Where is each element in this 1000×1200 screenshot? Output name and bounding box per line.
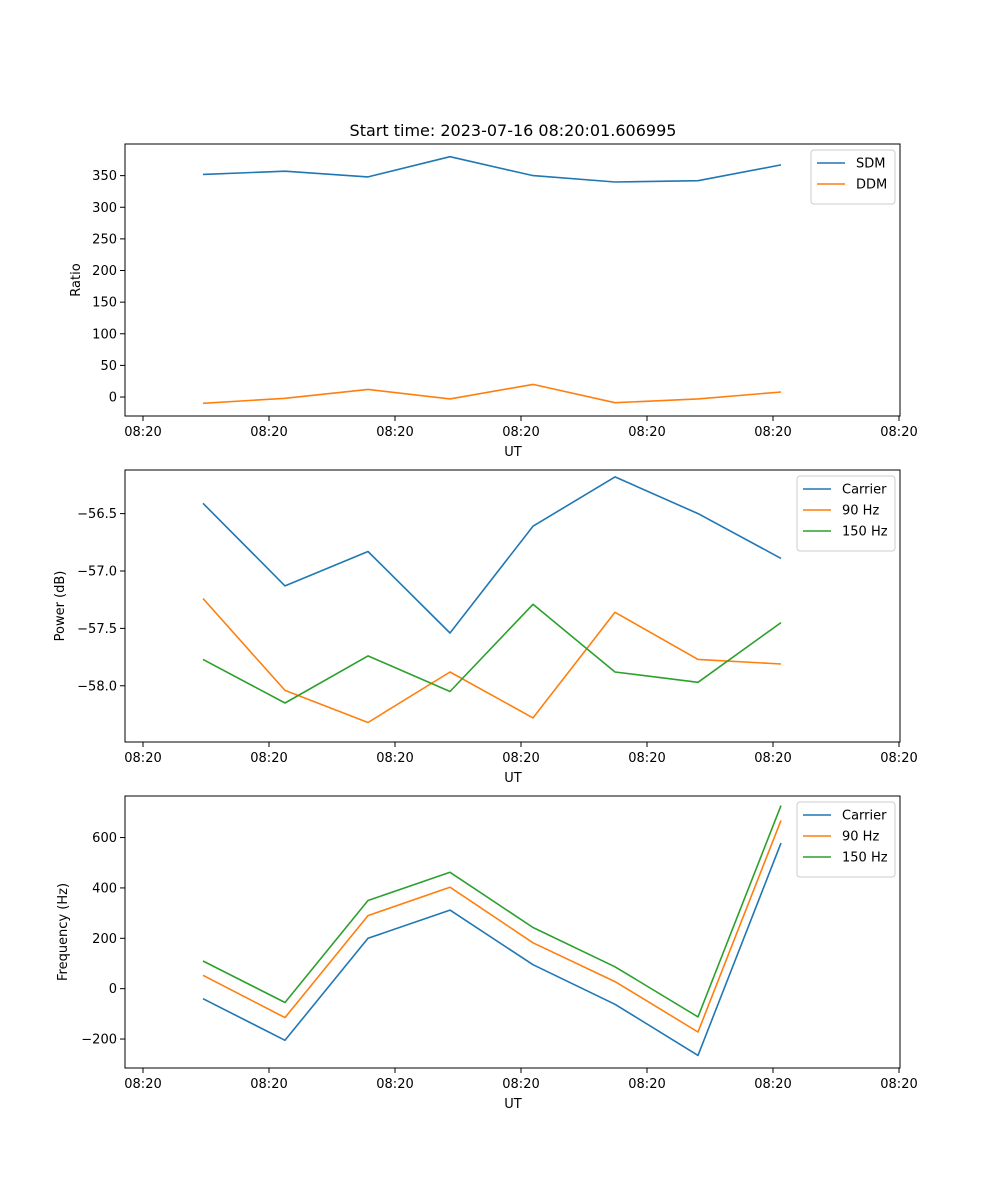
plot-frame: [124, 469, 901, 743]
x-tick-label: 08:20: [124, 1077, 161, 1092]
series-line-sdm: [202, 155, 782, 183]
x-tick-label: 08:20: [250, 425, 287, 440]
y-tick-label: 300: [92, 201, 117, 216]
x-tick-label: 08:20: [628, 425, 665, 440]
legend-label: Carrier: [842, 483, 887, 498]
frequency-plot-area: −200 0 200 400 600 08:20 08:20 08:20 08:20 08:20 0…: [81, 795, 918, 1092]
frequency-panel: UT Frequency (Hz) −200 0 200 400 600 08:20 08:…: [56, 795, 918, 1112]
y-tick-label: 0: [109, 982, 117, 997]
series-line-150-hz: [202, 805, 782, 1018]
x-tick-label: 08:20: [880, 1077, 917, 1092]
x-axis-label: UT: [504, 445, 522, 460]
x-tick-label: 08:20: [502, 425, 539, 440]
series-line-carrier: [202, 842, 782, 1057]
plot-frame: [124, 795, 901, 1069]
y-tick-label: 350: [92, 169, 117, 184]
x-tick-label: 08:20: [502, 1077, 539, 1092]
legend: Carrier 90 Hz 150 Hz: [796, 475, 896, 552]
x-tick-label: 08:20: [628, 751, 665, 766]
legend-label: 150 Hz: [842, 525, 888, 540]
y-tick-label: 50: [100, 359, 117, 374]
x-tick-label: 08:20: [376, 1077, 413, 1092]
chart-title: Start time: 2023-07-16 08:20:01.606995: [350, 121, 677, 140]
series-line-90-hz: [202, 820, 782, 1033]
y-tick-label: −57.5: [77, 622, 117, 637]
x-tick-label: 08:20: [376, 751, 413, 766]
legend: SDM DDM: [810, 149, 896, 205]
power-panel: UT Power (dB) −58.0 −57.5 −57.0 −56.5 08:20 0…: [53, 469, 918, 786]
x-axis-label: UT: [504, 771, 522, 786]
legend: Carrier 90 Hz 150 Hz: [796, 801, 896, 878]
y-tick-label: 600: [92, 831, 117, 846]
x-tick-label: 08:20: [124, 751, 161, 766]
legend-label: Carrier: [842, 809, 887, 824]
plot-frame: [124, 143, 901, 417]
x-tick-label: 08:20: [754, 1077, 791, 1092]
ratio-panel: Start time: 2023-07-16 08:20:01.606995 U…: [69, 121, 918, 460]
series-line-carrier: [202, 476, 782, 634]
x-tick-label: 08:20: [376, 425, 413, 440]
x-tick-label: 08:20: [124, 425, 161, 440]
x-tick-label: 08:20: [502, 751, 539, 766]
y-tick-label: 400: [92, 881, 117, 896]
power-plot-area: −58.0 −57.5 −57.0 −56.5 08:20 08:20 08:20 08:20…: [77, 469, 918, 766]
y-tick-label: 250: [92, 232, 117, 247]
x-tick-label: 08:20: [250, 1077, 287, 1092]
y-tick-label: 200: [92, 932, 117, 947]
legend-label: SDM: [856, 157, 885, 172]
series-line-150-hz: [202, 603, 782, 704]
y-axis-label: Frequency (Hz): [56, 883, 71, 981]
y-tick-label: 150: [92, 296, 117, 311]
y-axis-label: Ratio: [69, 263, 84, 296]
series-line-ddm: [202, 383, 782, 405]
y-tick-label: −200: [81, 1033, 117, 1048]
x-tick-label: 08:20: [880, 425, 917, 440]
y-tick-label: 100: [92, 327, 117, 342]
x-tick-label: 08:20: [880, 751, 917, 766]
legend-box: [796, 801, 896, 878]
y-tick-label: −58.0: [77, 679, 117, 694]
y-tick-label: 0: [109, 391, 117, 406]
y-axis-label: Power (dB): [53, 571, 68, 642]
legend-label: DDM: [856, 178, 887, 193]
y-tick-label: −56.5: [77, 507, 117, 522]
legend-label: 90 Hz: [842, 504, 879, 519]
legend-label: 150 Hz: [842, 851, 888, 866]
x-tick-label: 08:20: [754, 425, 791, 440]
y-tick-label: −57.0: [77, 564, 117, 579]
ratio-plot-area: 0 50 100 150 200 250 300 350 08:20 08:20 08:20 08:2…: [92, 143, 918, 440]
legend-label: 90 Hz: [842, 830, 879, 845]
y-tick-label: 200: [92, 264, 117, 279]
x-tick-label: 08:20: [250, 751, 287, 766]
legend-box: [796, 475, 896, 552]
x-tick-label: 08:20: [628, 1077, 665, 1092]
x-axis-label: UT: [504, 1097, 522, 1112]
x-tick-label: 08:20: [754, 751, 791, 766]
